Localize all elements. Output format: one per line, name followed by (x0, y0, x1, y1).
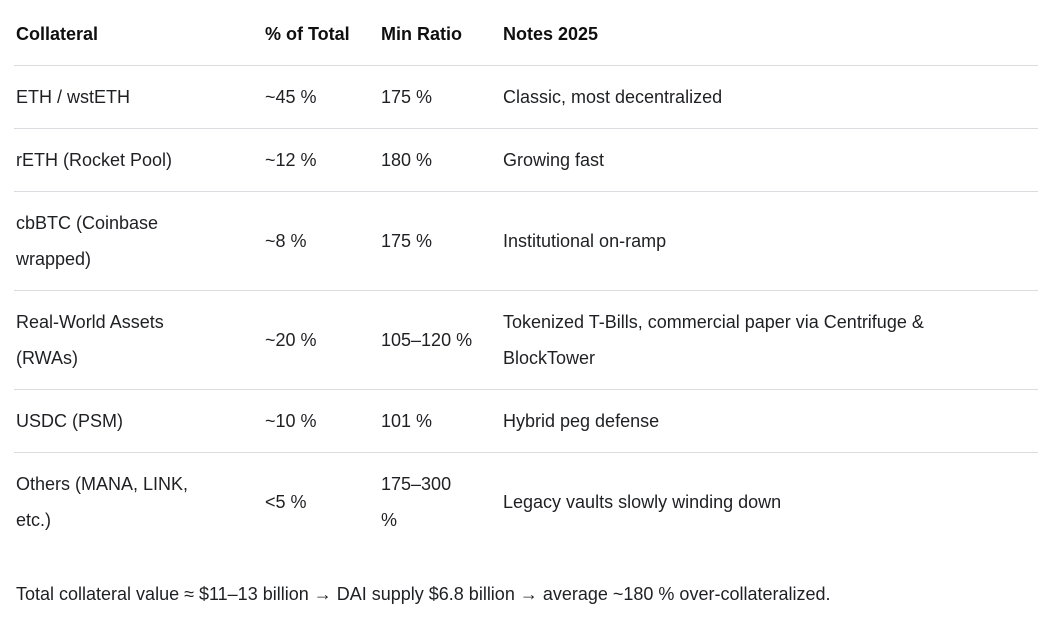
cell-collateral: Others (MANA, LINK, etc.) (16, 474, 189, 530)
cell-min-ratio: 180 % (381, 150, 433, 170)
table-row: rETH (Rocket Pool) ~12 % 180 % Growing f… (14, 129, 1038, 192)
table-row: cbBTC (Coinbase wrapped) ~8 % 175 % Inst… (14, 192, 1038, 291)
column-header-pct-of-total: % of Total (265, 24, 350, 44)
cell-collateral: USDC (PSM) (16, 411, 123, 431)
cell-notes: Tokenized T-Bills, commercial paper via … (503, 312, 924, 368)
table-row: Real-World Assets (RWAs) ~20 % 105–120 %… (14, 291, 1038, 390)
column-header-notes-2025: Notes 2025 (503, 24, 599, 44)
cell-notes: Growing fast (503, 150, 605, 170)
cell-min-ratio: 175–300 % (381, 474, 452, 530)
cell-notes: Classic, most decentralized (503, 87, 723, 107)
table-row: ETH / wstETH ~45 % 175 % Classic, most d… (14, 66, 1038, 129)
cell-pct-of-total: ~8 % (265, 231, 307, 251)
cell-pct-of-total: ~45 % (265, 87, 317, 107)
cell-pct-of-total: <5 % (265, 492, 307, 512)
cell-collateral: ETH / wstETH (16, 87, 131, 107)
table-row: Others (MANA, LINK, etc.) <5 % 175–300 %… (14, 453, 1038, 552)
column-header-collateral: Collateral (16, 24, 99, 44)
table-row: USDC (PSM) ~10 % 101 % Hybrid peg defens… (14, 390, 1038, 453)
cell-min-ratio: 101 % (381, 411, 433, 431)
cell-notes: Institutional on-ramp (503, 231, 667, 251)
collateral-table: Collateral % of Total Min Ratio Notes 20… (14, 0, 1038, 551)
cell-collateral: cbBTC (Coinbase wrapped) (16, 213, 159, 269)
column-header-min-ratio: Min Ratio (381, 24, 462, 44)
cell-min-ratio: 175 % (381, 231, 433, 251)
summary-text: Total collateral value ≈ $11–13 billion … (16, 584, 831, 604)
cell-notes: Hybrid peg defense (503, 411, 660, 431)
cell-collateral: rETH (Rocket Pool) (16, 150, 173, 170)
cell-min-ratio: 105–120 % (381, 330, 473, 350)
cell-pct-of-total: ~20 % (265, 330, 317, 350)
cell-notes: Legacy vaults slowly winding down (503, 492, 782, 512)
cell-pct-of-total: ~10 % (265, 411, 317, 431)
cell-min-ratio: 175 % (381, 87, 433, 107)
cell-collateral: Real-World Assets (RWAs) (16, 312, 164, 368)
cell-pct-of-total: ~12 % (265, 150, 317, 170)
table-header-row: Collateral % of Total Min Ratio Notes 20… (14, 0, 1038, 66)
